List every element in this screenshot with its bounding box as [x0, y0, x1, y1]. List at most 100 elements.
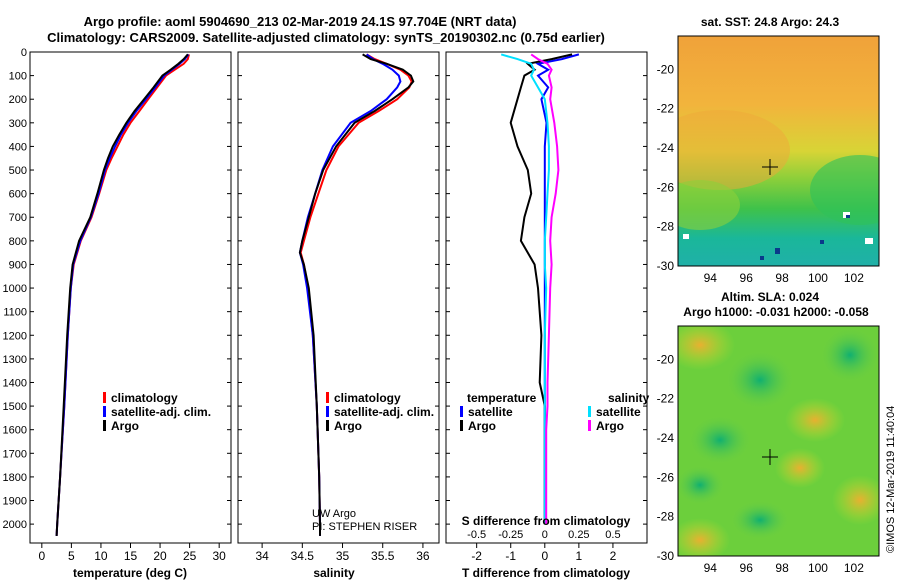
depth-tick-label: 200	[9, 94, 27, 106]
map-x-tick-label: 94	[704, 561, 718, 575]
legend-satellite: satellite-adj. clim.	[334, 405, 434, 419]
depth-tick-label: 300	[9, 118, 27, 130]
map-y-tick-label: -22	[657, 102, 675, 116]
map-y-tick-label: -28	[657, 510, 675, 524]
x-tick-label: 30	[212, 549, 226, 563]
profile-line	[509, 53, 573, 525]
s-difference-axis-label: S difference from climatology	[462, 514, 631, 528]
profile-line	[298, 53, 415, 536]
title-line-1: Argo profile: aoml 5904690_213 02-Mar-20…	[84, 14, 517, 29]
argo-position-marker	[762, 159, 778, 175]
float-annotation-pi: PI: STEPHEN RISER	[312, 521, 417, 533]
depth-tick-label: 400	[9, 141, 27, 153]
s-difference-tick-label: -0.25	[498, 529, 523, 541]
argo-position-marker	[762, 449, 778, 465]
profile-line	[298, 53, 402, 536]
depth-tick-label: 0	[21, 47, 27, 59]
x-tick-label: 35.5	[371, 549, 395, 563]
s-difference-tick-label: 0	[542, 529, 548, 541]
legend-swatch-climatology	[103, 392, 106, 403]
depth-tick-label: 1300	[3, 354, 27, 366]
sst-map-image	[678, 36, 879, 266]
x-tick-label: 25	[183, 549, 197, 563]
x-tick-label: 36	[416, 549, 430, 563]
map-y-tick-label: -30	[657, 259, 675, 273]
sla-map-subtitle: Argo h1000: -0.031 h2000: -0.058	[683, 305, 869, 319]
depth-tick-label: 1100	[3, 307, 27, 319]
x-tick-label: 10	[94, 549, 108, 563]
legend-t-satellite: satellite	[468, 405, 513, 419]
depth-tick-label: 600	[9, 189, 27, 201]
legend-satellite: satellite-adj. clim.	[111, 405, 211, 419]
float-annotation-program: UW Argo	[312, 508, 356, 520]
profile-lines	[55, 53, 580, 536]
s-difference-tick-label: 0.5	[605, 529, 620, 541]
x-tick-label: 2	[610, 549, 617, 563]
legend-argo: Argo	[111, 419, 139, 433]
x-tick-label: 0	[541, 549, 548, 563]
map-y-tick-label: -20	[657, 352, 675, 366]
legend-swatch-s-satellite	[588, 406, 591, 417]
map-x-tick-label: 96	[740, 271, 754, 285]
profile-line	[55, 53, 190, 536]
map-x-tick-label: 94	[704, 271, 718, 285]
x-tick-label: 34	[255, 549, 269, 563]
map-x-tick-label: 96	[740, 561, 754, 575]
map-x-tick-label: 98	[775, 271, 789, 285]
legend-swatch-t-argo	[460, 420, 463, 431]
map-y-tick-label: -28	[657, 220, 675, 234]
map-y-tick-label: -24	[657, 431, 675, 445]
t-difference-axis-label: T difference from climatology	[462, 566, 630, 580]
x-tick-label: 15	[124, 549, 138, 563]
profile-line	[530, 53, 560, 525]
legend-t-argo: Argo	[468, 419, 496, 433]
map-y-tick-label: -20	[657, 62, 675, 76]
legend-swatch-climatology	[326, 392, 329, 403]
map-y-tick-label: -30	[657, 549, 675, 563]
s-difference-tick-label: -0.5	[467, 529, 486, 541]
legend-swatch-argo	[103, 420, 106, 431]
legend-salinity-title: salinity	[608, 391, 650, 405]
map-x-tick-label: 102	[844, 561, 864, 575]
map-y-tick-label: -26	[657, 470, 675, 484]
sst-map-title: sat. SST: 24.8 Argo: 24.3	[701, 15, 840, 29]
depth-tick-label: 1900	[3, 496, 27, 508]
x-tick-label: 20	[153, 549, 167, 563]
map-x-tick-label: 100	[808, 561, 828, 575]
axis-ticks: 0100200300400500600700800900100011001200…	[3, 47, 865, 575]
x-tick-label: 0	[38, 549, 45, 563]
x-tick-label: 34.5	[291, 549, 315, 563]
depth-tick-label: 1500	[3, 401, 27, 413]
sla-map-image	[678, 326, 879, 556]
x-tick-label: -2	[471, 549, 482, 563]
depth-tick-label: 1800	[3, 472, 27, 484]
map-y-tick-label: -26	[657, 180, 675, 194]
profile-line	[55, 53, 189, 536]
s-difference-tick-label: 0.25	[568, 529, 589, 541]
credit-label: ©IMOS 12-Mar-2019 11:40:04	[885, 405, 897, 553]
map-x-tick-label: 100	[808, 271, 828, 285]
x-tick-label: 5	[68, 549, 75, 563]
salinity-plot-frame	[237, 51, 440, 544]
sst-map-frame	[677, 35, 880, 267]
legend-swatch-satellite	[103, 406, 106, 417]
legend-swatch-t-satellite	[460, 406, 463, 417]
x-tick-label: -1	[505, 549, 516, 563]
profile-line	[500, 53, 550, 525]
sla-map-frame	[677, 325, 880, 557]
map-x-tick-label: 98	[775, 561, 789, 575]
difference-plot-frame	[445, 51, 648, 544]
legend-swatch-s-argo	[588, 420, 591, 431]
x-tick-label: 1	[576, 549, 583, 563]
temperature-axis-label: temperature (deg C)	[73, 566, 187, 580]
depth-tick-label: 800	[9, 236, 27, 248]
depth-tick-label: 1700	[3, 448, 27, 460]
depth-tick-label: 1400	[3, 377, 27, 389]
depth-tick-label: 1600	[3, 425, 27, 437]
depth-tick-label: 2000	[3, 519, 27, 531]
profile-line	[299, 53, 413, 536]
salinity-axis-label: salinity	[313, 566, 355, 580]
sla-map-title: Altim. SLA: 0.024	[721, 290, 819, 304]
map-x-tick-label: 102	[844, 271, 864, 285]
